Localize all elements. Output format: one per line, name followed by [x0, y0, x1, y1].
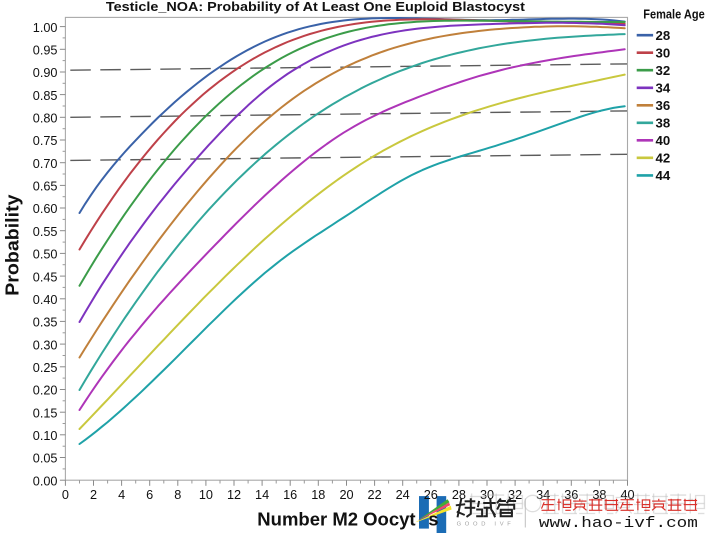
svg-text:16: 16 [283, 488, 297, 502]
svg-text:0.55: 0.55 [33, 225, 58, 239]
svg-text:18: 18 [311, 488, 325, 502]
svg-text:0.20: 0.20 [33, 384, 58, 398]
svg-text:26: 26 [424, 488, 438, 502]
svg-text:4: 4 [118, 488, 125, 502]
svg-text:0.25: 0.25 [33, 361, 58, 375]
svg-text:0.80: 0.80 [33, 112, 58, 126]
svg-text:1.00: 1.00 [33, 21, 58, 35]
svg-text:40: 40 [656, 133, 671, 148]
svg-text:www.hao-ivf.com: www.hao-ivf.com [539, 515, 698, 532]
svg-text:0.40: 0.40 [33, 293, 58, 307]
svg-text:0.85: 0.85 [33, 89, 58, 103]
svg-text:10: 10 [199, 488, 213, 502]
svg-text:30: 30 [656, 45, 671, 60]
svg-text:Probability: Probability [3, 194, 23, 295]
svg-text:2: 2 [90, 488, 97, 502]
svg-text:32: 32 [656, 63, 671, 78]
svg-text:0.00: 0.00 [33, 474, 58, 488]
svg-text:0.95: 0.95 [33, 44, 58, 58]
svg-text:0.65: 0.65 [33, 180, 58, 194]
svg-text:44: 44 [656, 168, 671, 183]
svg-text:0.50: 0.50 [33, 248, 58, 262]
svg-text:8: 8 [174, 488, 181, 502]
svg-text:0.70: 0.70 [33, 157, 58, 171]
svg-text:6: 6 [146, 488, 153, 502]
svg-text:0.75: 0.75 [33, 134, 58, 148]
svg-text:0.60: 0.60 [33, 202, 58, 216]
svg-text:24: 24 [396, 488, 410, 502]
svg-text:0.35: 0.35 [33, 316, 58, 330]
svg-text:0.45: 0.45 [33, 270, 58, 284]
svg-text:28: 28 [656, 28, 671, 43]
svg-text:36: 36 [656, 98, 671, 113]
svg-text:34: 34 [656, 81, 671, 96]
svg-text:0.30: 0.30 [33, 338, 58, 352]
svg-text:Testicle_NOA: Probability of A: Testicle_NOA: Probability of At Least On… [106, 0, 526, 14]
svg-text:42: 42 [656, 151, 671, 166]
svg-text:Number M2 Oocyt: Number M2 Oocyt [257, 509, 415, 530]
svg-text:Female Age: Female Age [643, 7, 704, 22]
svg-text:GOOD IVF: GOOD IVF [457, 521, 515, 527]
svg-text:0.10: 0.10 [33, 429, 58, 443]
svg-text:12: 12 [227, 488, 241, 502]
svg-text:22: 22 [368, 488, 382, 502]
svg-text:14: 14 [255, 488, 269, 502]
svg-text:40: 40 [620, 488, 634, 502]
svg-text:0.05: 0.05 [33, 452, 58, 466]
svg-text:20: 20 [339, 488, 353, 502]
svg-text:28: 28 [452, 488, 466, 502]
svg-text:38: 38 [656, 116, 671, 131]
svg-text:0.15: 0.15 [33, 406, 58, 420]
svg-text:s: s [428, 509, 438, 530]
svg-text:0: 0 [62, 488, 69, 502]
svg-text:0.90: 0.90 [33, 66, 58, 80]
